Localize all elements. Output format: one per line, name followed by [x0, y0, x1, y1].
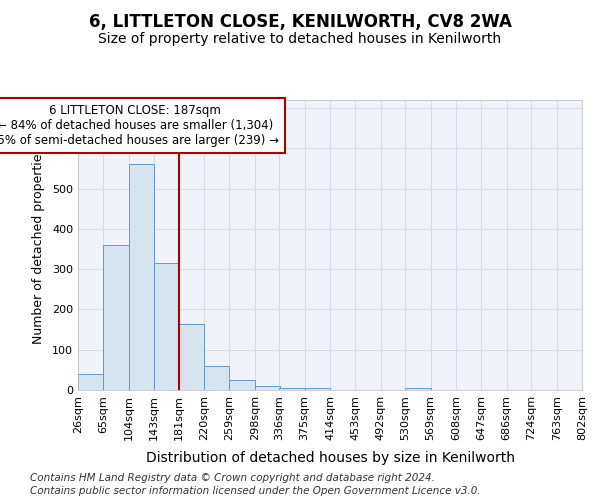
Bar	[154, 263, 179, 390]
Bar	[406, 388, 431, 390]
Text: Size of property relative to detached houses in Kenilworth: Size of property relative to detached ho…	[98, 32, 502, 46]
Bar	[280, 388, 305, 390]
Bar	[305, 388, 330, 390]
Bar	[78, 374, 103, 390]
Bar	[103, 245, 128, 390]
Y-axis label: Number of detached properties: Number of detached properties	[32, 146, 45, 344]
Text: 6, LITTLETON CLOSE, KENILWORTH, CV8 2WA: 6, LITTLETON CLOSE, KENILWORTH, CV8 2WA	[89, 12, 511, 30]
Text: Contains HM Land Registry data © Crown copyright and database right 2024.: Contains HM Land Registry data © Crown c…	[30, 473, 435, 483]
Bar	[179, 324, 204, 390]
Bar	[204, 366, 229, 390]
Text: 6 LITTLETON CLOSE: 187sqm
← 84% of detached houses are smaller (1,304)
15% of se: 6 LITTLETON CLOSE: 187sqm ← 84% of detac…	[0, 104, 280, 148]
Bar	[229, 380, 254, 390]
Bar	[254, 386, 280, 390]
Text: Contains public sector information licensed under the Open Government Licence v3: Contains public sector information licen…	[30, 486, 481, 496]
Bar	[128, 164, 154, 390]
X-axis label: Distribution of detached houses by size in Kenilworth: Distribution of detached houses by size …	[146, 451, 515, 465]
